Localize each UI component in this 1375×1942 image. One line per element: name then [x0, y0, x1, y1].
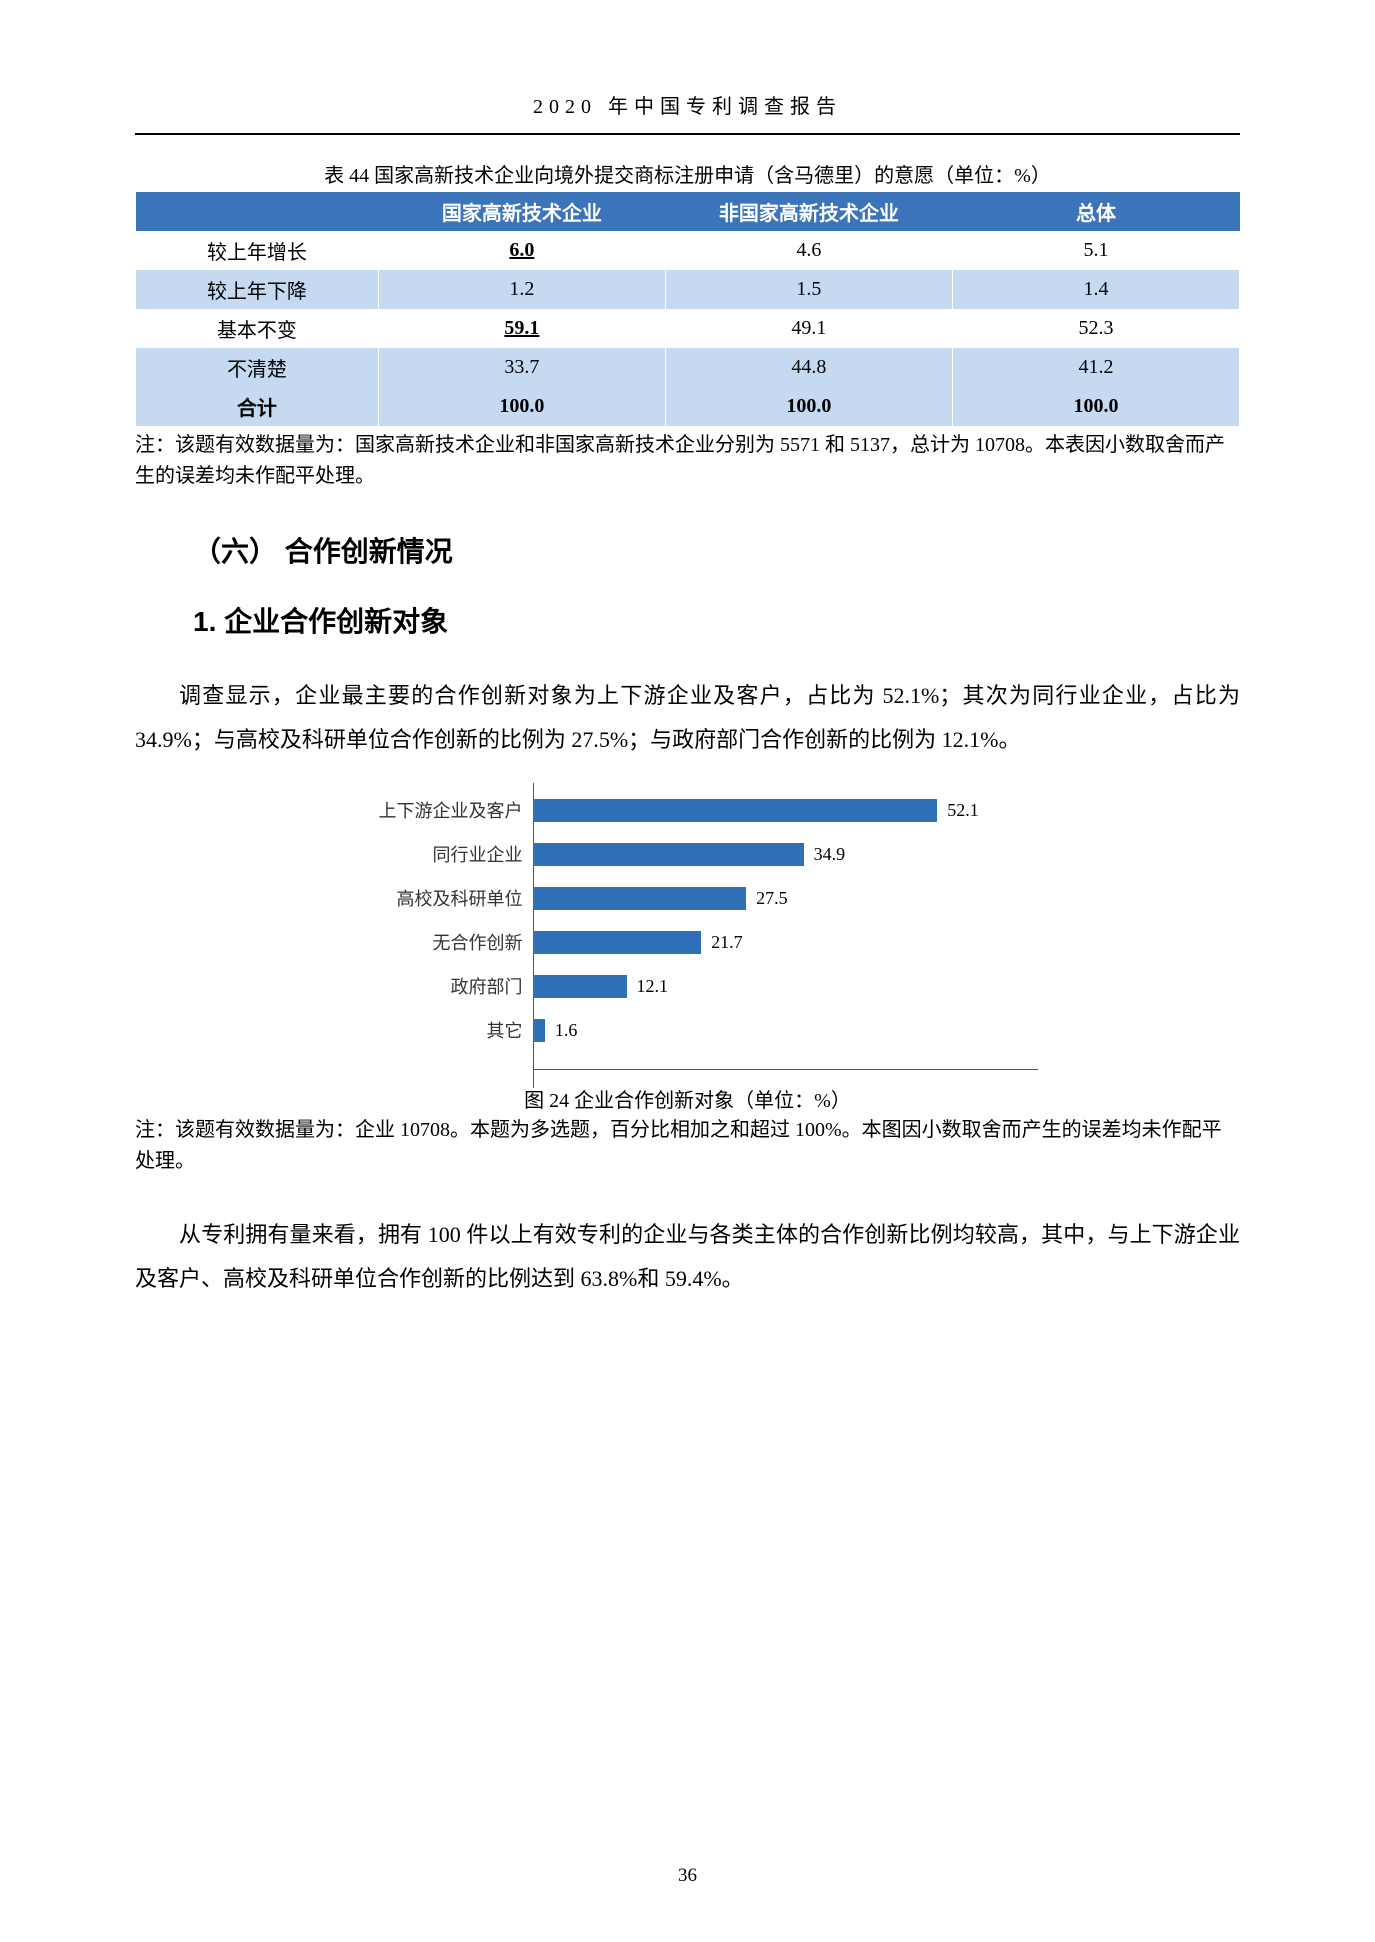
chart24-bar-value: 34.9 — [814, 844, 846, 865]
table44-cell: 5.1 — [952, 231, 1239, 270]
paragraph-intro: 调查显示，企业最主要的合作创新对象为上下游企业及客户，占比为 52.1%；其次为… — [135, 674, 1240, 762]
chart24-bar-row: 其它 1.6 — [338, 1008, 1038, 1052]
chart24-bar-row: 无合作创新 21.7 — [338, 920, 1038, 964]
chart24-bar-value: 1.6 — [555, 1020, 578, 1041]
chart24-bar — [533, 975, 627, 998]
table44-cell: 6.0 — [378, 231, 665, 270]
chart24-caption: 图 24 企业合作创新对象（单位：%） — [135, 1084, 1240, 1113]
section-6-heading: （六） 合作创新情况 — [193, 530, 1240, 570]
chart24-bar-row: 上下游企业及客户 52.1 — [338, 788, 1038, 832]
chart24-bar-value: 21.7 — [711, 932, 743, 953]
table44-row-label: 不清楚 — [136, 348, 379, 387]
table44-cell: 49.1 — [665, 309, 952, 348]
chart24-bar — [533, 1019, 545, 1042]
table44-cell: 100.0 — [378, 387, 665, 426]
chart24-bar-row: 高校及科研单位 27.5 — [338, 876, 1038, 920]
table44-cell: 44.8 — [665, 348, 952, 387]
page-number: 36 — [0, 1865, 1375, 1887]
chart24-bar-label: 上下游企业及客户 — [338, 797, 533, 823]
header-rule — [135, 133, 1240, 135]
chart24-bar-label: 同行业企业 — [338, 841, 533, 867]
chart24-bar — [533, 799, 938, 822]
chart24-bar — [533, 887, 747, 910]
table44: 国家高新技术企业非国家高新技术企业总体 较上年增长6.04.65.1较上年下降1… — [135, 192, 1240, 426]
chart24-bar — [533, 843, 804, 866]
table44-note: 注：该题有效数据量为：国家高新技术企业和非国家高新技术企业分别为 5571 和 … — [135, 430, 1240, 492]
table44-cell: 1.2 — [378, 270, 665, 309]
table44-cell: 4.6 — [665, 231, 952, 270]
table44-cell: 33.7 — [378, 348, 665, 387]
chart24-bar-value: 52.1 — [947, 800, 979, 821]
chart24-bar-label: 无合作创新 — [338, 929, 533, 955]
table44-col-header: 总体 — [952, 192, 1239, 231]
chart24-bar — [533, 931, 702, 954]
chart24-bar-label: 其它 — [338, 1017, 533, 1043]
chart24-bar-value: 12.1 — [637, 976, 669, 997]
table44-row-label: 基本不变 — [136, 309, 379, 348]
table44-caption: 表 44 国家高新技术企业向境外提交商标注册申请（含马德里）的意愿（单位：%） — [135, 159, 1240, 188]
table44-cell: 100.0 — [952, 387, 1239, 426]
table44-cell: 1.4 — [952, 270, 1239, 309]
chart24-note: 注：该题有效数据量为：企业 10708。本题为多选题，百分比相加之和超过 100… — [135, 1115, 1240, 1177]
table44-cell: 1.5 — [665, 270, 952, 309]
table44-cell: 52.3 — [952, 309, 1239, 348]
chart24-bar-row: 政府部门 12.1 — [338, 964, 1038, 1008]
table44-col-header: 国家高新技术企业 — [378, 192, 665, 231]
chart24-bar-label: 高校及科研单位 — [338, 885, 533, 911]
table44-col-blank — [136, 192, 379, 231]
chart24: 上下游企业及客户 52.1 同行业企业 34.9 高校及科研单位 27.5 无合作创新 21.… — [338, 788, 1038, 1070]
table44-row-label: 较上年下降 — [136, 270, 379, 309]
table44-row-label: 较上年增长 — [136, 231, 379, 270]
table44-col-header: 非国家高新技术企业 — [665, 192, 952, 231]
table44-cell: 59.1 — [378, 309, 665, 348]
page-header-title: 2020 年中国专利调查报告 — [135, 90, 1240, 119]
table44-row-label: 合计 — [136, 387, 379, 426]
table44-cell: 100.0 — [665, 387, 952, 426]
paragraph-patent-volume: 从专利拥有量来看，拥有 100 件以上有效专利的企业与各类主体的合作创新比例均较… — [135, 1213, 1240, 1301]
chart24-bar-value: 27.5 — [756, 888, 788, 909]
table44-cell: 41.2 — [952, 348, 1239, 387]
chart24-bar-row: 同行业企业 34.9 — [338, 832, 1038, 876]
chart24-bar-label: 政府部门 — [338, 973, 533, 999]
section-6-1-heading: 1. 企业合作创新对象 — [193, 600, 1240, 640]
